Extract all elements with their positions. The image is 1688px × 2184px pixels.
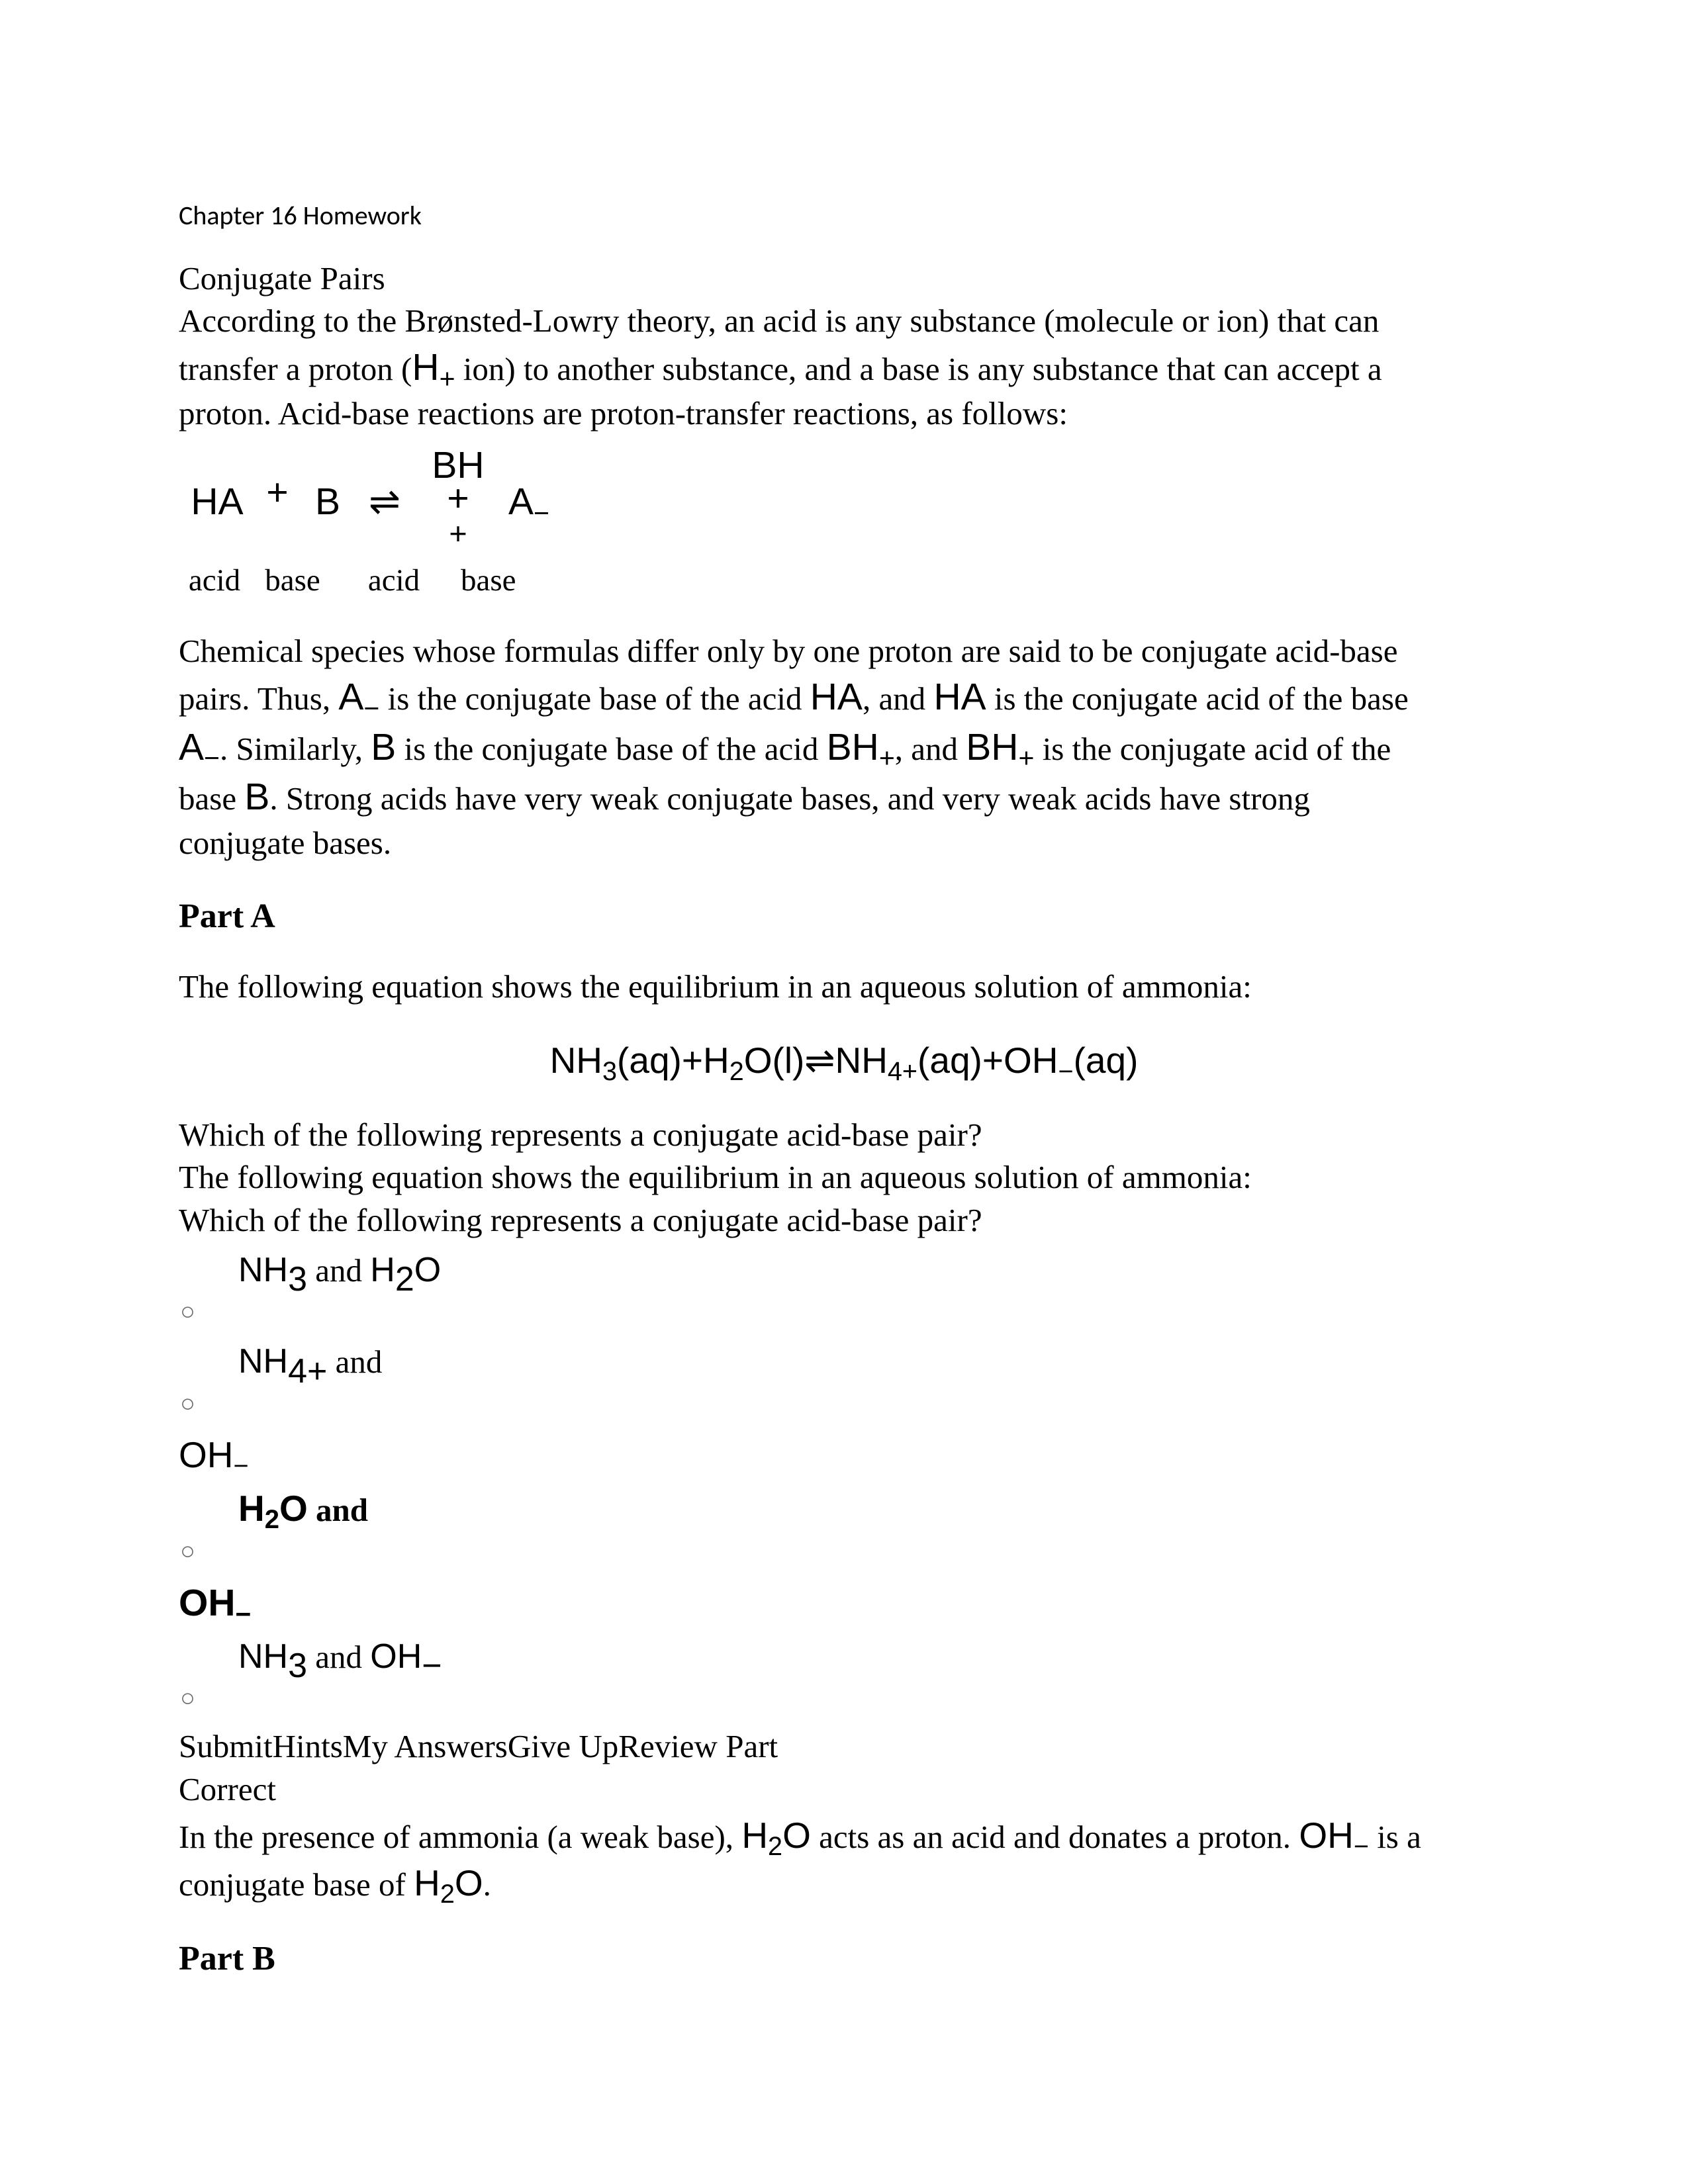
- option-1[interactable]: NH3 and H2O: [179, 1248, 1509, 1329]
- eq-aminus: A−: [503, 477, 580, 527]
- intro-line2a: transfer a proton (: [179, 351, 412, 387]
- option-2-continuation: OH−: [179, 1431, 1509, 1479]
- reaction-equation: HA + B ⇌ BH + + A− acid base acid base: [179, 447, 1509, 601]
- b-2: B: [244, 776, 269, 818]
- option-1-text: NH3 and H2O: [179, 1248, 1509, 1293]
- radio-icon[interactable]: [179, 1535, 1509, 1568]
- a-minus-2: A−: [179, 726, 220, 768]
- intro-line2b: ion) to another substance, and a base is…: [455, 351, 1382, 387]
- lbl-base1: base: [250, 560, 335, 601]
- eq-ha: HA: [179, 477, 256, 527]
- a-minus-1: A−: [338, 676, 379, 718]
- ammonia-equation: NH3(aq)+H2O(l)⇌NH4+(aq)+OH−(aq): [179, 1036, 1509, 1085]
- oh-minus-inline: OH−: [1299, 1815, 1369, 1856]
- equation-row: HA + B ⇌ BH + + A−: [179, 447, 1509, 557]
- eq-plus1: +: [256, 468, 299, 518]
- eq-arrow: ⇌: [356, 477, 413, 527]
- ha-1: HA: [810, 676, 863, 718]
- page: Chapter 16 Homework Conjugate Pairs Acco…: [0, 0, 1688, 2184]
- equation-labels: acid base acid base: [179, 560, 1509, 601]
- h2o-inline: H2O: [741, 1815, 811, 1856]
- option-3-text: H2O and: [179, 1484, 1509, 1533]
- intro-paragraph: According to the Brønsted-Lowry theory, …: [179, 300, 1509, 435]
- action-bar: SubmitHintsMy AnswersGive UpReview Part: [179, 1725, 1509, 1768]
- option-3-continuation: OH−: [179, 1578, 1509, 1628]
- hints-button[interactable]: Hints: [273, 1728, 343, 1764]
- h2o-inline-2: H2O: [414, 1862, 483, 1903]
- b-1: B: [371, 726, 396, 768]
- my-answers-button[interactable]: My Answers: [343, 1728, 508, 1764]
- intro-line3: proton. Acid-base reactions are proton-t…: [179, 395, 1068, 432]
- review-part-button[interactable]: Review Part: [618, 1728, 778, 1764]
- bh-plus-1: BH+: [827, 726, 895, 768]
- conjugate-paragraph: Chemical species whose formulas differ o…: [179, 630, 1509, 865]
- part-a-intro: The following equation shows the equilib…: [179, 966, 1509, 1009]
- section-subheading: Conjugate Pairs: [179, 257, 1509, 300]
- radio-icon[interactable]: [179, 1682, 1509, 1715]
- question-line2: The following equation shows the equilib…: [179, 1156, 1509, 1199]
- give-up-button[interactable]: Give Up: [508, 1728, 618, 1764]
- eq-bhplus: BH + +: [413, 447, 503, 557]
- question-line3: Which of the following represents a conj…: [179, 1199, 1509, 1242]
- option-2-text: NH4+ and: [179, 1339, 1509, 1385]
- lbl-base2: base: [453, 560, 534, 601]
- ha-2: HA: [933, 676, 986, 718]
- radio-icon[interactable]: [179, 1295, 1509, 1328]
- option-4-text: NH3 and OH−: [179, 1634, 1509, 1680]
- h-plus-symbol: H+: [412, 346, 455, 388]
- option-3[interactable]: H2O and: [179, 1484, 1509, 1569]
- lbl-acid1: acid: [179, 560, 250, 601]
- part-b-heading: Part B: [179, 1936, 1509, 1982]
- lbl-acid2: acid: [335, 560, 453, 601]
- eq-b: B: [299, 477, 356, 527]
- option-2[interactable]: NH4+ and: [179, 1339, 1509, 1420]
- radio-icon[interactable]: [179, 1387, 1509, 1420]
- part-a-heading: Part A: [179, 894, 1509, 940]
- intro-line1: According to the Brønsted-Lowry theory, …: [179, 302, 1379, 339]
- submit-button[interactable]: Submit: [179, 1728, 273, 1764]
- feedback-correct: Correct: [179, 1768, 1509, 1811]
- page-title: Chapter 16 Homework: [179, 199, 1509, 234]
- feedback-explanation: In the presence of ammonia (a weak base)…: [179, 1811, 1509, 1907]
- question-line1: Which of the following represents a conj…: [179, 1114, 1509, 1157]
- bh-plus-2: BH+: [966, 726, 1034, 768]
- option-4[interactable]: NH3 and OH−: [179, 1634, 1509, 1715]
